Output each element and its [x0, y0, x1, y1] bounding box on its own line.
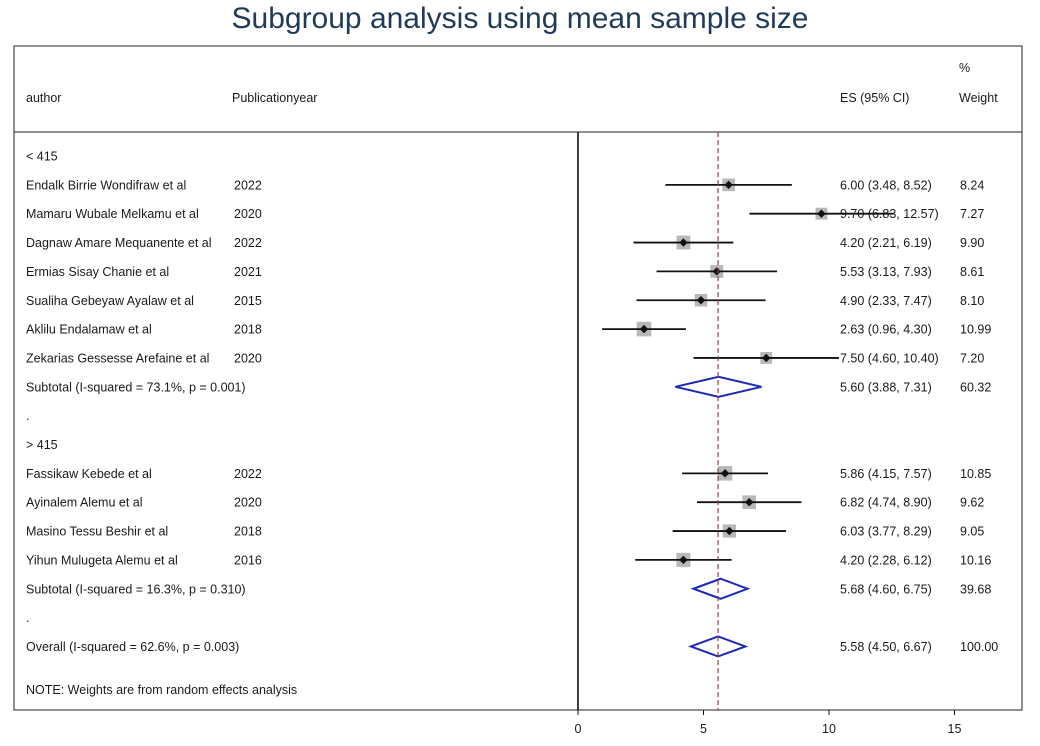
study-weight: 10.16: [960, 553, 991, 567]
study-weight: 8.10: [960, 294, 984, 308]
study-year: 2022: [234, 467, 262, 481]
point-estimate: [744, 498, 754, 507]
plot-border: [13, 45, 1023, 711]
study-weight: 10.99: [960, 323, 991, 337]
study-year: 2018: [234, 323, 262, 337]
spacer-dot: .: [26, 409, 29, 423]
study-es-ci: 6.03 (3.77, 8.29): [840, 525, 932, 539]
study-year: 2022: [234, 178, 262, 192]
header-es: ES (95% CI): [840, 91, 909, 105]
x-tick-label: 0: [575, 722, 582, 736]
point-estimate: [679, 238, 688, 247]
point-estimate: [724, 180, 733, 190]
study-es-ci: 6.82 (4.74, 8.90): [840, 496, 932, 510]
point-estimate: [720, 469, 730, 478]
study-es-ci: 4.20 (2.21, 6.19): [840, 236, 932, 250]
summary-label: Subtotal (I-squared = 73.1%, p = 0.001): [26, 380, 246, 394]
summary-diamond: [690, 577, 751, 600]
study-weight: 9.90: [960, 236, 984, 250]
study-year: 2016: [234, 553, 262, 567]
study-weight: 9.05: [960, 525, 984, 539]
study-es-ci: 6.00 (3.48, 8.52): [840, 178, 932, 192]
x-tick-label: 5: [700, 722, 707, 736]
study-author: Mamaru Wubale Melkamu et al: [26, 207, 199, 221]
chart-title: Subgroup analysis using mean sample size: [231, 2, 809, 35]
point-estimate: [679, 555, 688, 565]
study-author: Yihun Mulugeta Alemu et al: [26, 553, 178, 567]
study-weight: 10.85: [960, 467, 991, 481]
point-estimate: [725, 526, 734, 536]
study-weight: 7.20: [960, 351, 984, 365]
study-year: 2020: [234, 207, 262, 221]
study-author: Ayinalem Alemu et al: [26, 496, 143, 510]
study-es-ci: 7.50 (4.60, 10.40): [840, 351, 939, 365]
summary-diamond: [675, 375, 762, 398]
study-es-ci: 4.20 (2.28, 6.12): [840, 553, 932, 567]
study-author: Dagnaw Amare Mequanente et al: [26, 236, 212, 250]
study-author: Ermias Sisay Chanie et al: [26, 265, 169, 279]
point-estimate: [762, 353, 771, 363]
point-estimate: [817, 209, 826, 218]
x-tick-label: 10: [822, 722, 836, 736]
study-es-ci: 2.63 (0.96, 4.30): [840, 323, 932, 337]
header-author: author: [26, 91, 61, 105]
subgroup-label: > 415: [26, 438, 58, 452]
summary-label: Overall (I-squared = 62.6%, p = 0.003): [26, 640, 239, 654]
header-year: Publicationyear: [232, 91, 317, 105]
summary-diamond: [688, 635, 749, 658]
point-estimate: [696, 296, 706, 305]
study-author: Aklilu Endalamaw et al: [26, 323, 152, 337]
spacer-dot: .: [26, 611, 29, 625]
study-author: Endalk Birrie Wondifraw et al: [26, 178, 186, 192]
study-author: Fassikaw Kebede et al: [26, 467, 152, 481]
study-weight: 8.24: [960, 178, 984, 192]
summary-label: Subtotal (I-squared = 16.3%, p = 0.310): [26, 582, 246, 596]
summary-es-ci: 5.58 (4.50, 6.67): [840, 640, 932, 654]
weights-note: NOTE: Weights are from random effects an…: [26, 683, 297, 697]
summary-weight: 60.32: [960, 380, 991, 394]
point-estimate: [639, 324, 649, 334]
study-author: Masino Tessu Beshir et al: [26, 525, 168, 539]
study-weight: 7.27: [960, 207, 984, 221]
study-author: Sualiha Gebeyaw Ayalaw et al: [26, 294, 194, 308]
x-tick-label: 15: [948, 722, 962, 736]
summary-weight: 39.68: [960, 582, 991, 596]
summary-es-ci: 5.68 (4.60, 6.75): [840, 582, 932, 596]
study-weight: 9.62: [960, 496, 984, 510]
study-es-ci: 5.53 (3.13, 7.93): [840, 265, 932, 279]
study-year: 2018: [234, 525, 262, 539]
header-weight-top: %: [959, 61, 970, 75]
study-weight: 8.61: [960, 265, 984, 279]
summary-weight: 100.00: [960, 640, 998, 654]
summary-es-ci: 5.60 (3.88, 7.31): [840, 380, 932, 394]
study-es-ci: 5.86 (4.15, 7.57): [840, 467, 932, 481]
study-author: Zekarias Gessesse Arefaine et al: [26, 351, 209, 365]
study-year: 2015: [234, 294, 262, 308]
point-estimate: [712, 267, 722, 276]
header-weight: Weight: [959, 91, 998, 105]
study-es-ci: 4.90 (2.33, 7.47): [840, 294, 932, 308]
subgroup-label: < 415: [26, 150, 58, 164]
study-year: 2020: [234, 496, 262, 510]
study-year: 2021: [234, 265, 262, 279]
study-year: 2022: [234, 236, 262, 250]
study-year: 2020: [234, 351, 262, 365]
